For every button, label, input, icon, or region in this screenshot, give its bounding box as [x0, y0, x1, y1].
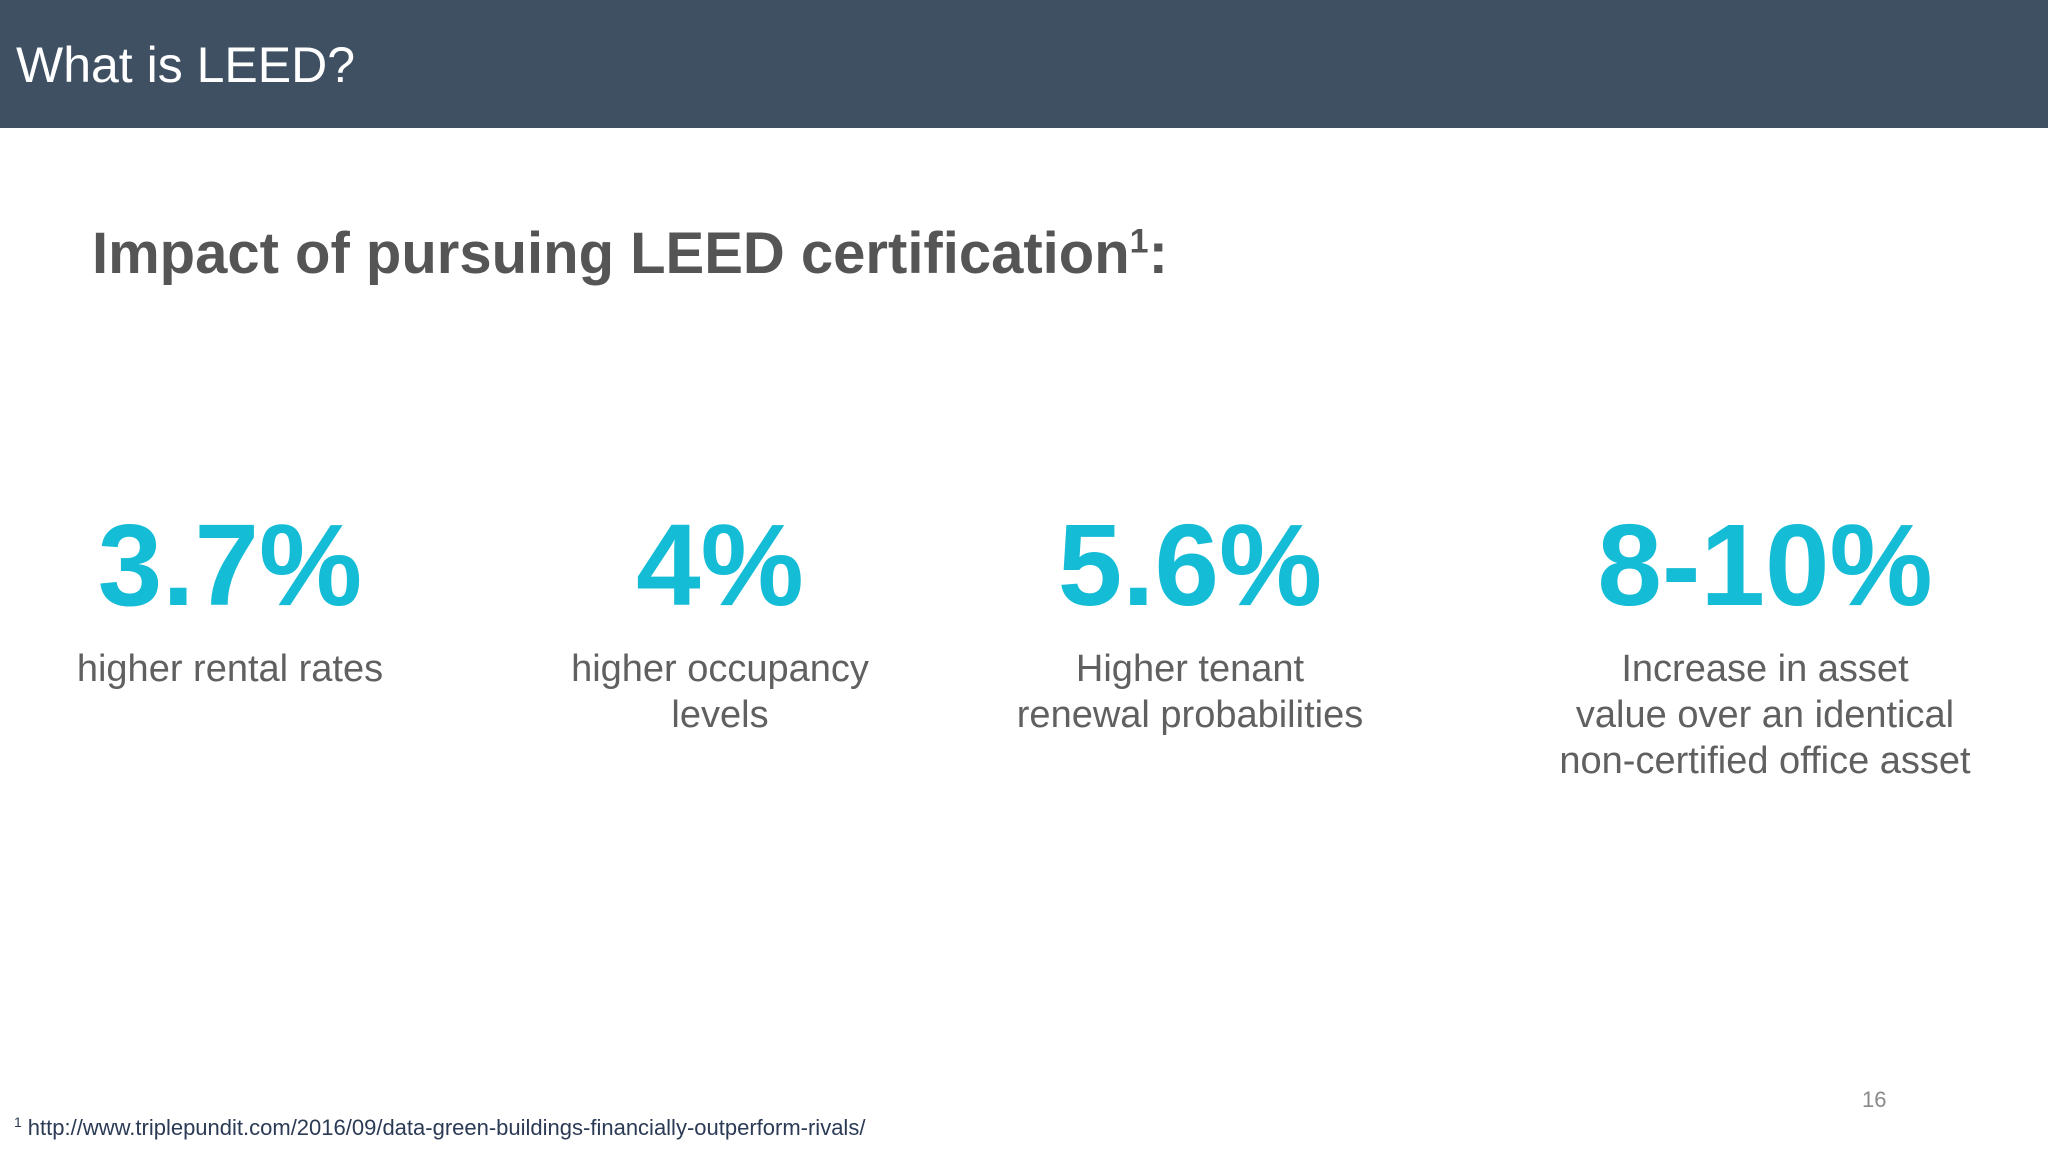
- footnote: 1 http://www.triplepundit.com/2016/09/dat…: [14, 1114, 865, 1142]
- stat-value: 4%: [636, 500, 804, 630]
- section-heading-text: Impact of pursuing LEED certification: [92, 221, 1130, 286]
- stat-value: 5.6%: [1057, 500, 1323, 630]
- footnote-marker: 1: [14, 1113, 22, 1130]
- stat-value: 8-10%: [1597, 500, 1933, 630]
- stat-occupancy: 4% higher occupancy levels: [520, 500, 920, 738]
- footnote-reference: 1: [1129, 222, 1149, 261]
- stat-description: higher occupancy levels: [571, 648, 869, 736]
- stat-asset-value: 8-10% Increase in asset value over an id…: [1520, 500, 2010, 784]
- stat-description: Increase in asset value over an identica…: [1559, 648, 1971, 782]
- page-number: 16: [1862, 1087, 1887, 1112]
- footnote-link[interactable]: http://www.triplepundit.com/2016/09/data…: [27, 1115, 866, 1140]
- stat-tenant-renewal: 5.6% Higher tenant renewal probabilities: [990, 500, 1390, 738]
- stat-rental-rates: 3.7% higher rental rates: [50, 500, 410, 692]
- header-bar: What is LEED?: [0, 0, 2048, 128]
- section-heading-suffix: :: [1148, 221, 1168, 286]
- slide-title: What is LEED?: [16, 37, 356, 93]
- stat-description: Higher tenant renewal probabilities: [1016, 648, 1364, 736]
- stat-value: 3.7%: [97, 500, 363, 630]
- stat-description: higher rental rates: [76, 648, 384, 690]
- section-heading: Impact of pursuing LEED certification1:: [92, 218, 1168, 290]
